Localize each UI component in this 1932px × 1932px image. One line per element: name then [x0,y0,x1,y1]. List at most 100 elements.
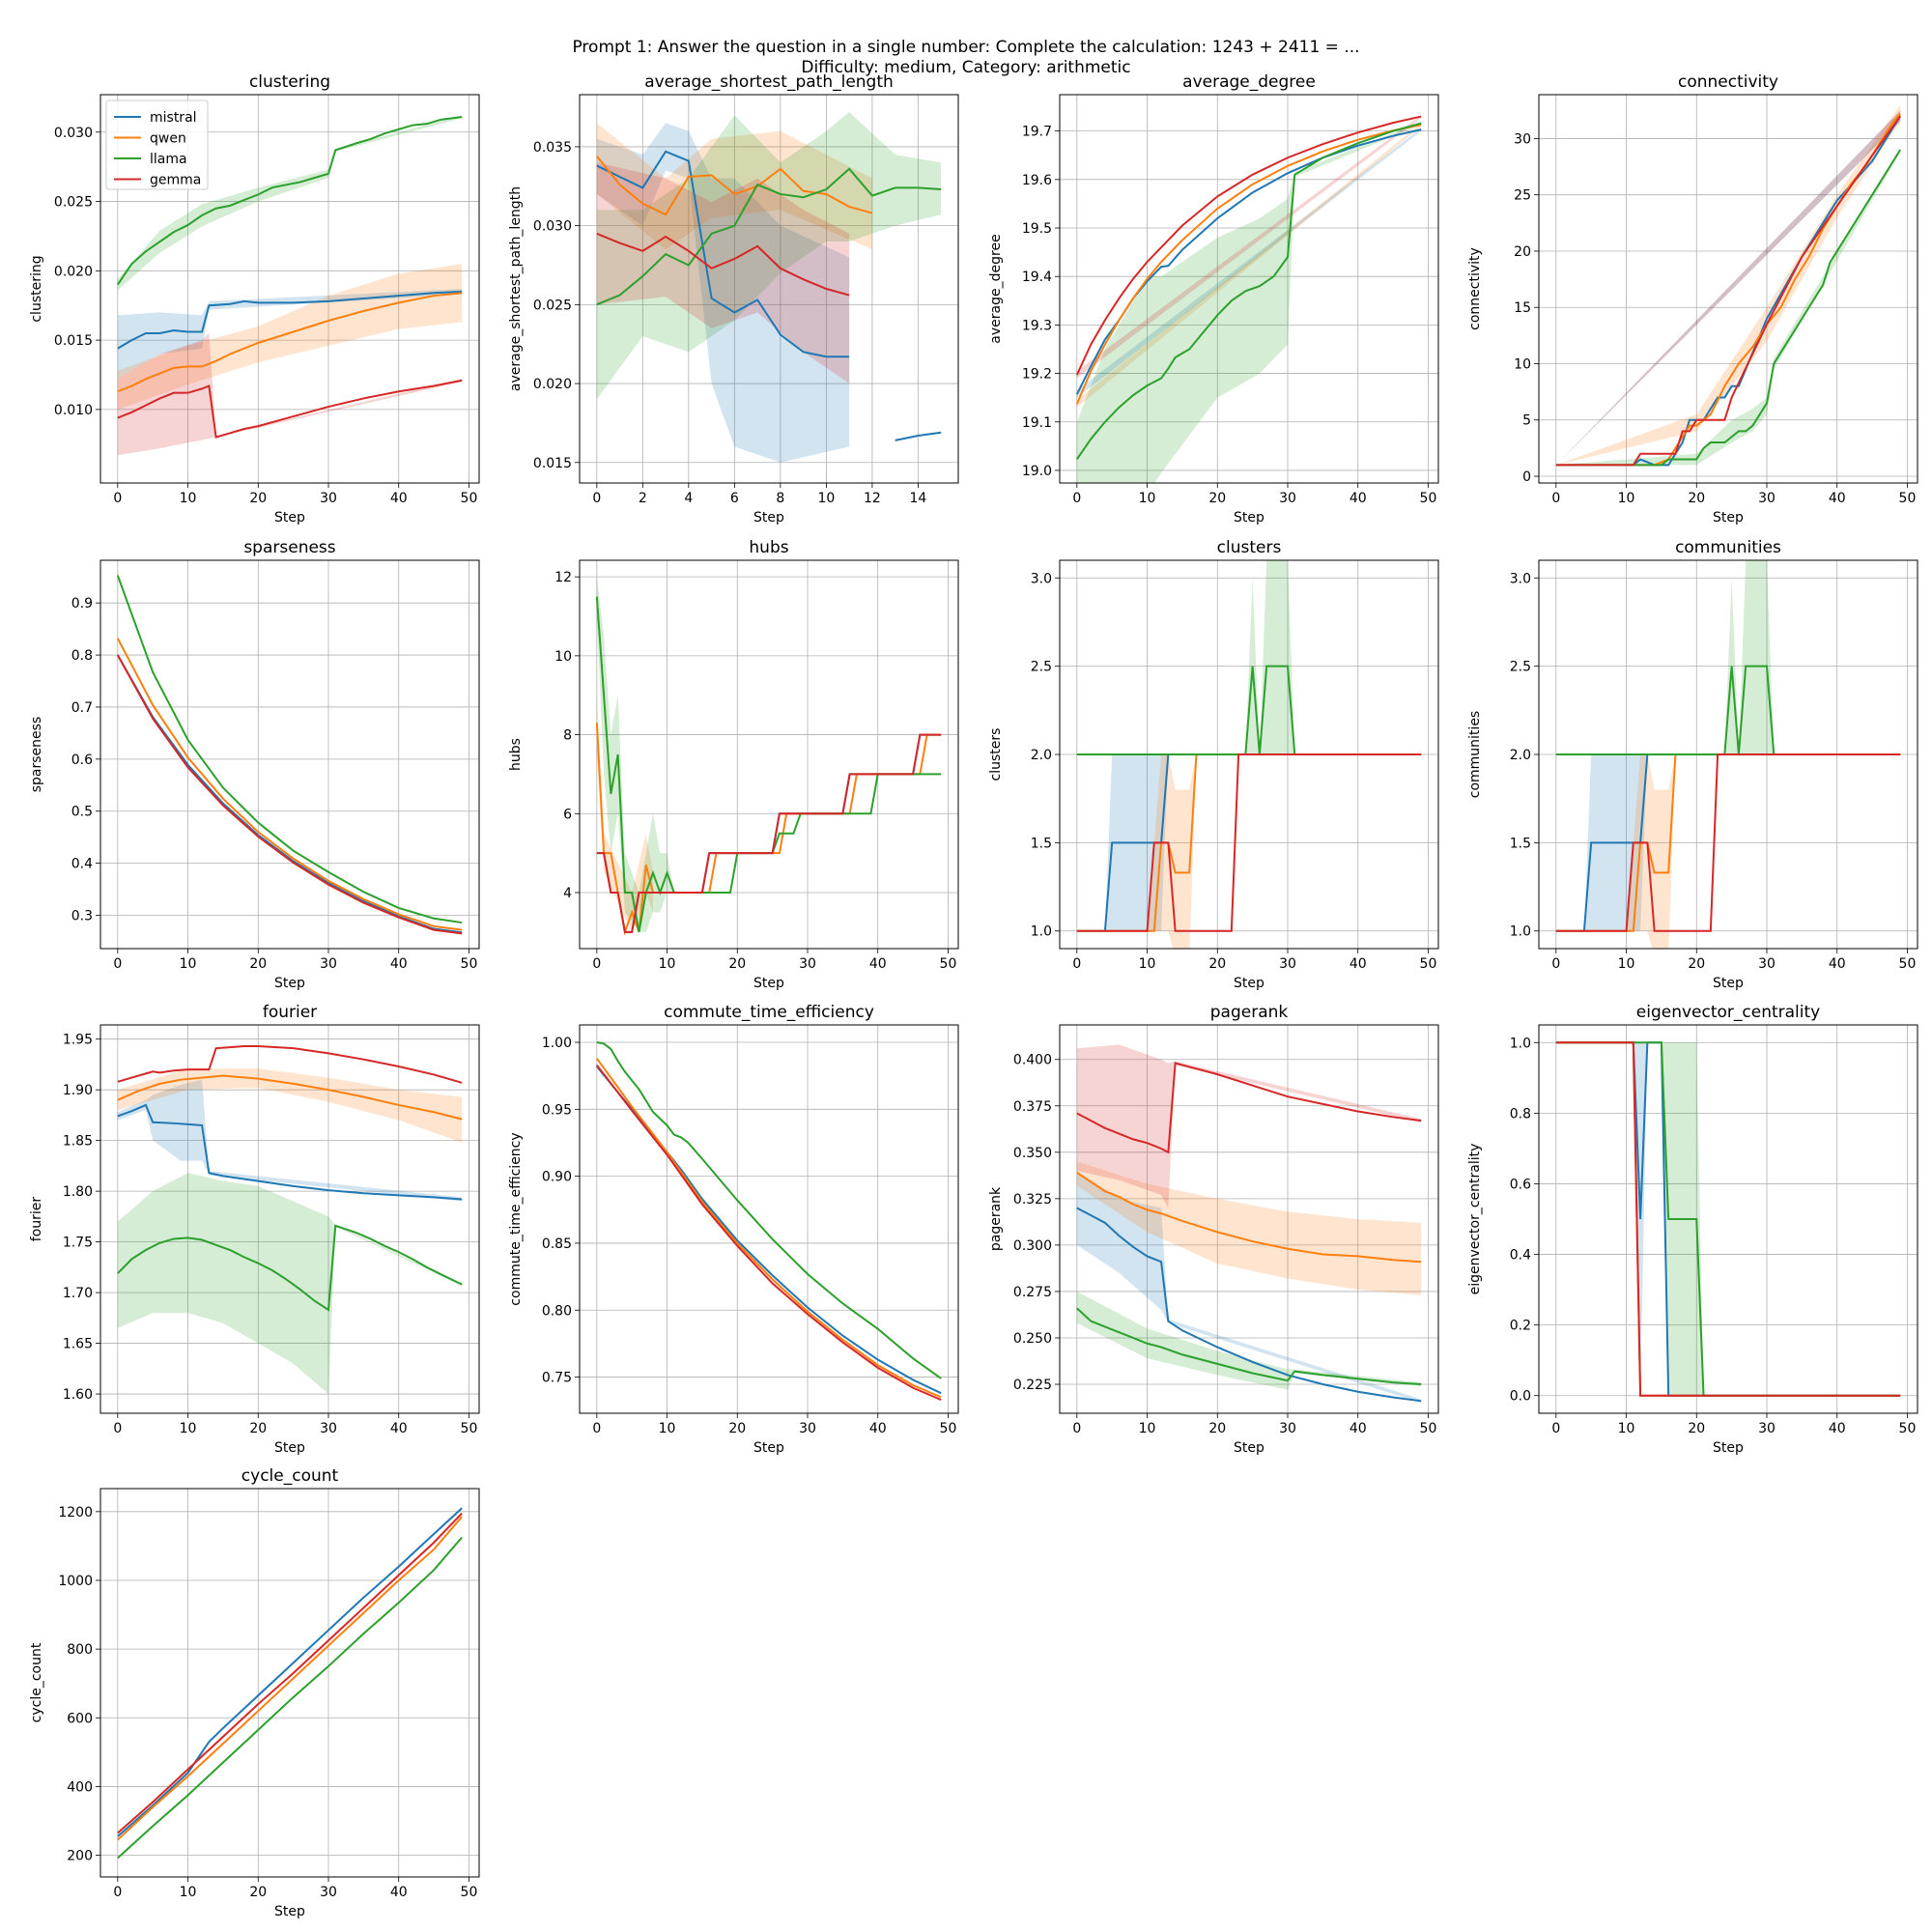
subplot-communities: 0 10 20 30 40 50 1.0 1.5 2.0 2.5 3.0 communities Ste… [1467,538,1918,991]
x-tick-label: 20 [1688,1421,1705,1436]
series-line-qwen [1076,753,1422,932]
plot-area [116,115,463,456]
series-line-gemma [1555,115,1901,467]
y-tick-label: 1.65 [63,1337,93,1352]
y-tick-label: 0.025 [533,298,572,313]
y-tick-label: 0.020 [54,264,93,279]
plot-area [117,1045,463,1395]
x-tick-label: 50 [461,1421,478,1436]
y-tick-label: 30 [1514,131,1531,147]
x-tick-label: 20 [728,956,746,972]
band-qwen [117,1068,463,1143]
x-tick-label: 0 [1072,956,1081,972]
axes-frame [579,1024,959,1414]
x-tick-label: 0 [1551,1421,1560,1436]
band-mistral [117,1079,463,1202]
y-tick-label: 3.0 [1031,571,1052,586]
legend-label-mistral: mistral [150,110,197,126]
x-tick-label: 50 [1420,1421,1437,1436]
axes-frame [1538,94,1918,484]
x-tick-label: 40 [1829,491,1846,506]
band-mistral [1633,1042,1669,1396]
y-tick-label: 20 [1514,244,1531,260]
y-tick-label: 0.95 [542,1102,572,1118]
x-axis-label: Step [1713,1440,1744,1456]
y-tick-label: 2.0 [1031,748,1052,763]
band-mistral [1555,110,1901,466]
x-axis-label: Step [274,976,305,991]
x-tick-label: 0 [113,956,122,972]
y-tick-label: 0.6 [1510,1177,1531,1192]
series-line-mistral [1076,753,1422,932]
series-line-qwen [1076,1172,1422,1264]
series-line-mistral [117,1103,463,1201]
band-qwen [1626,754,1676,949]
subplot-pagerank: 0 10 20 30 40 50 0.225 0.250 0.275 0.300 0.325 0.35… [988,1003,1439,1456]
plot-area [1076,560,1422,949]
subplot-average_degree: 0 10 20 30 40 50 19.0 19.1 19.2 19.3 19.4 19.5 19.6 1… [988,72,1439,526]
series-line-mistral [1555,753,1901,932]
y-tick-label: 0.6 [71,753,93,768]
series-line-gemma [1555,1041,1901,1397]
y-tick-label: 19.0 [1022,464,1052,479]
x-tick-label: 10 [180,956,197,972]
y-tick-label: 19.2 [1022,367,1052,383]
x-axis-label: Step [1234,510,1264,526]
axes-frame [99,1024,480,1414]
subplot-hubs: 0 10 20 30 40 50 4 6 8 10 12 hubs Step hubs [508,538,959,991]
series-line-gemma [1076,753,1422,932]
y-tick-label: 1.5 [1031,836,1052,851]
y-axis-label: average_degree [988,234,1004,343]
series-line-mistral [116,654,463,934]
y-tick-label: 800 [67,1642,93,1658]
y-tick-label: 0.225 [1013,1378,1052,1393]
x-tick-label: 14 [910,491,927,506]
band-gemma [596,162,850,384]
y-tick-label: 0.250 [1013,1331,1052,1347]
subplot-cycle_count: 0 10 20 30 40 50 200 400 600 800 1000 1200 cycle_cou… [29,1466,480,1919]
series-line-llama [1555,149,1902,467]
series-line-qwen [117,292,463,393]
x-tick-label: 20 [1208,1421,1226,1436]
plot-area [117,1507,463,1860]
x-tick-label: 0 [1551,491,1560,506]
subplot-title: commute_time_efficiency [664,1003,874,1022]
y-axis-label: cycle_count [29,1642,44,1722]
x-axis-label: Step [753,1440,784,1456]
y-tick-label: 4 [563,886,572,901]
subplot-grid: 0 10 20 30 40 500.0100.0150.0200.0250.030clus… [29,72,1918,1919]
y-tick-label: 0.8 [1510,1106,1531,1122]
y-tick-label: 1.0 [1510,1036,1531,1051]
x-tick-label: 0 [1072,1421,1081,1436]
series-line-gemma [117,1512,463,1834]
x-tick-label: 30 [1279,491,1296,506]
x-tick-label: 20 [1688,491,1705,506]
subplot-title: fourier [263,1003,317,1022]
x-tick-label: 40 [869,1421,887,1436]
band-llama [596,577,942,932]
x-axis-label: Step [1713,976,1744,991]
x-tick-label: 50 [1420,491,1437,506]
y-tick-label: 6 [563,807,572,822]
x-tick-label: 8 [776,491,784,506]
x-tick-label: 12 [864,491,881,506]
plot-area [1075,115,1422,483]
x-tick-label: 0 [1551,956,1560,972]
subplot-title: communities [1675,538,1781,557]
series-line-llama [595,596,942,933]
band-qwen [1076,123,1422,408]
axes-frame [579,94,959,484]
band-llama [596,111,942,400]
x-tick-label: 50 [940,1421,957,1436]
x-tick-label: 10 [659,1421,676,1436]
x-tick-label: 0 [592,1421,601,1436]
x-tick-label: 50 [1420,956,1437,972]
x-tick-label: 30 [320,491,337,506]
x-tick-label: 10 [1618,956,1635,972]
y-axis-label: pagerank [988,1186,1004,1251]
series-line-gemma [1555,753,1901,932]
y-tick-label: 1.60 [63,1387,93,1403]
axes-frame [1059,1024,1439,1414]
series-line-mistral [1076,1207,1422,1403]
